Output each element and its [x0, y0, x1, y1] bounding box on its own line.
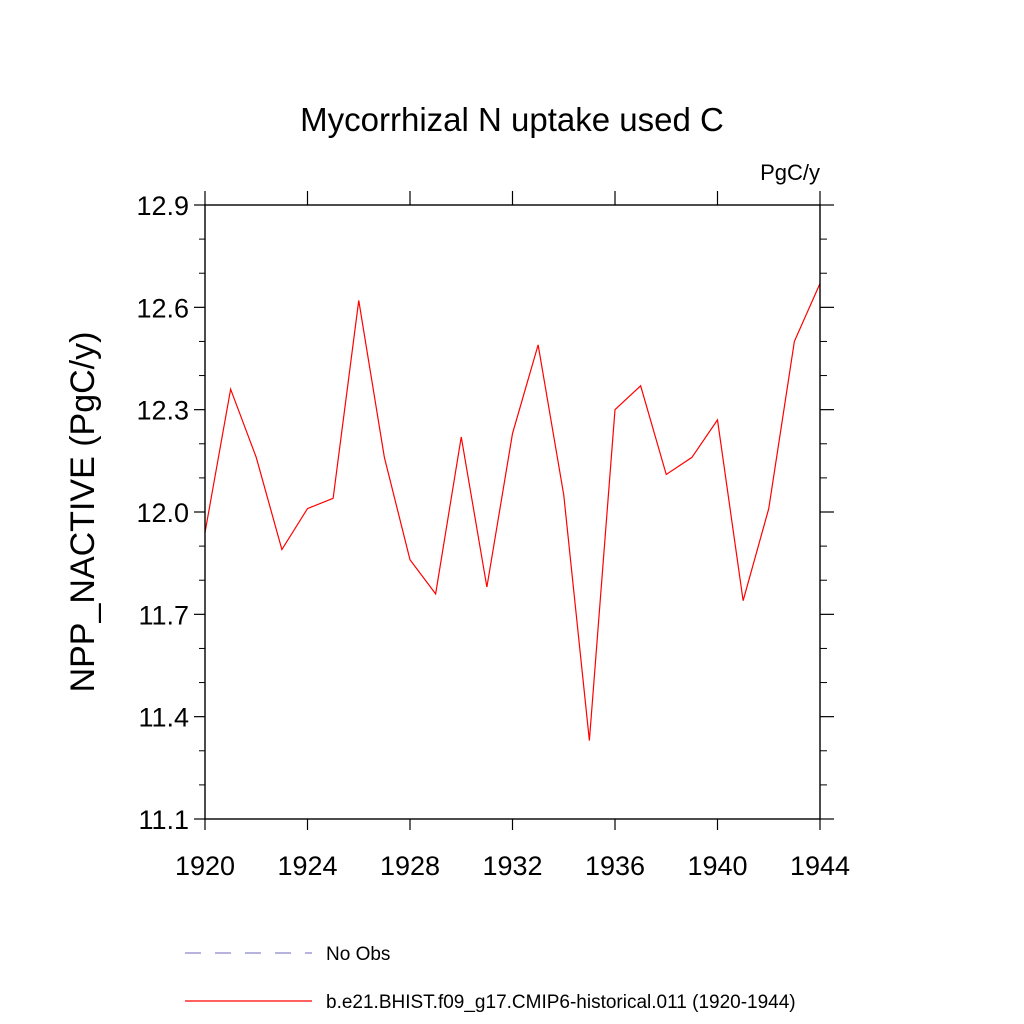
series-line	[204, 283, 821, 741]
units-label: PgC/y	[760, 160, 820, 185]
x-tick-labels: 1920 1924 1928 1932 1936 1940 1944	[175, 851, 850, 881]
legend-label-historical: b.e21.BHIST.f09_g17.CMIP6-historical.011…	[326, 992, 796, 1013]
x-tick-label: 1944	[790, 851, 850, 881]
x-tick-label: 1920	[175, 851, 235, 881]
y-tick-label: 12.6	[136, 293, 189, 323]
x-tick-label: 1940	[687, 851, 747, 881]
y-tick-label: 12.0	[136, 498, 189, 528]
legend: No Obs b.e21.BHIST.f09_g17.CMIP6-histori…	[185, 944, 796, 1013]
series-layer	[204, 283, 821, 741]
chart-title: Mycorrhizal N uptake used C	[300, 101, 724, 138]
x-tick-label: 1928	[380, 851, 440, 881]
y-tick-label: 11.7	[138, 600, 189, 630]
y-tick-labels: 11.1 11.4 11.7 12.0 12.3 12.6 12.9	[136, 191, 189, 835]
x-tick-label: 1936	[585, 851, 645, 881]
y-tick-label: 11.4	[138, 703, 189, 733]
plot-frame	[204, 204, 821, 820]
axis-ticks	[194, 191, 834, 830]
y-tick-label: 11.1	[138, 805, 189, 835]
legend-label-no-obs: No Obs	[326, 944, 390, 965]
y-tick-label: 12.9	[136, 191, 189, 221]
x-tick-label: 1924	[277, 851, 337, 881]
y-axis-label: NPP_NACTIVE (PgC/y)	[64, 332, 102, 693]
x-tick-label: 1932	[482, 851, 542, 881]
y-tick-label: 12.3	[136, 396, 189, 426]
